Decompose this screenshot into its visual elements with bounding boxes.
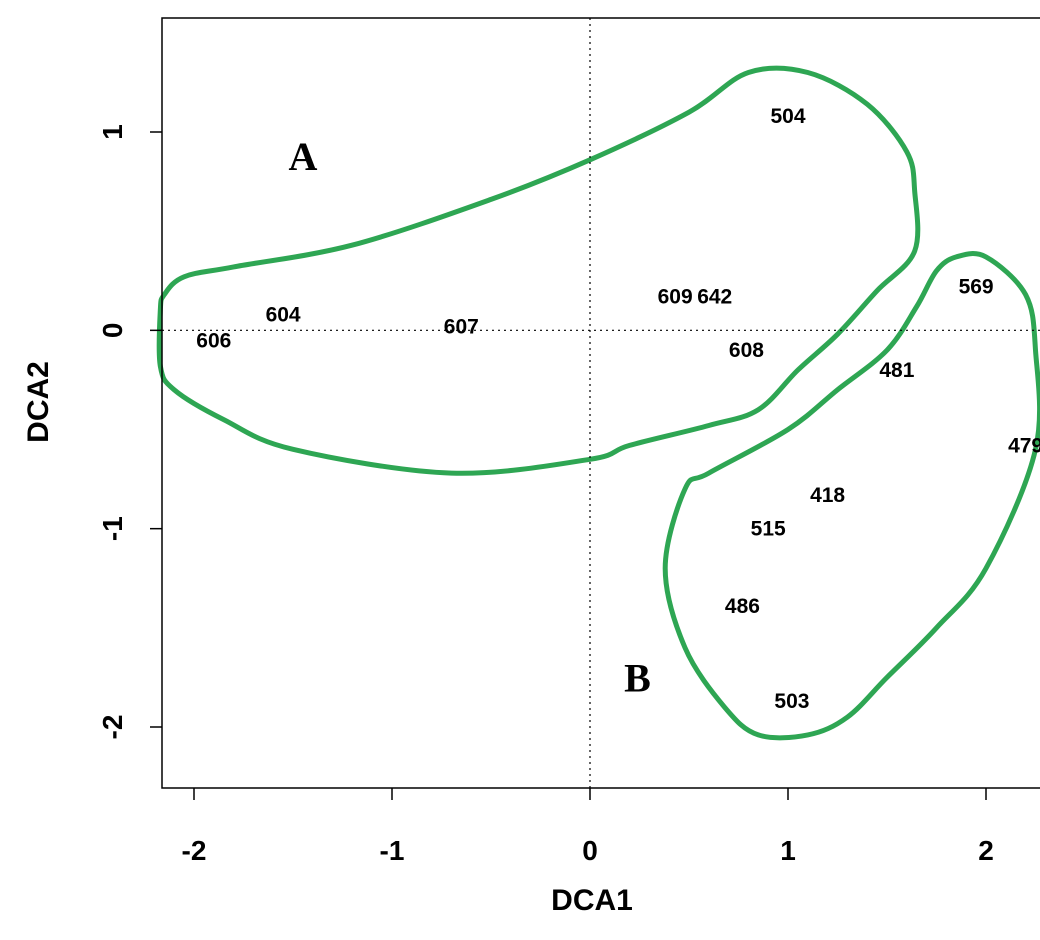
point-label-606: 606 [196,329,231,352]
hull-group-b [662,251,1040,741]
point-label-569: 569 [959,276,994,299]
point-label-503: 503 [774,690,809,713]
point-label-486: 486 [725,595,760,618]
y-tick-label: -2 [97,715,128,740]
x-tick-label: 2 [978,835,994,866]
group-label-a: A [288,134,317,179]
point-label-481: 481 [879,359,914,382]
plot-frame [161,17,1040,789]
point-label-607: 607 [444,315,479,338]
point-label-604: 604 [266,303,301,326]
hull-group-a [156,65,921,476]
point-label-515: 515 [751,518,786,541]
reference-lines [162,18,1040,788]
point-label-504: 504 [770,105,805,128]
y-tick-label: 1 [97,124,128,140]
x-tick-label: 1 [780,835,796,866]
group-labels: AB [288,134,650,701]
y-axis-title: DCA2 [22,361,55,443]
y-tick-label: 0 [97,323,128,339]
y-axis: -2 -1 0 1 [97,124,162,739]
x-axis-title: DCA1 [551,884,633,917]
group-hulls [156,65,1040,741]
point-label-479: 479 [1008,434,1040,457]
y-tick-label: -1 [97,516,128,541]
x-tick-label: -1 [380,835,405,866]
point-label-609: 609 [658,286,693,309]
point-label-608: 608 [729,339,764,362]
x-tick-label: -2 [182,835,207,866]
group-label-b: B [624,655,651,700]
x-tick-label: 0 [582,835,598,866]
point-label-418: 418 [810,484,845,507]
x-axis: -2 -1 0 1 2 [182,788,994,866]
point-labels: 606 604 607 609 642 608 504 569 481 479 418 515 486 5… [196,105,1040,713]
point-label-642: 642 [697,286,732,309]
